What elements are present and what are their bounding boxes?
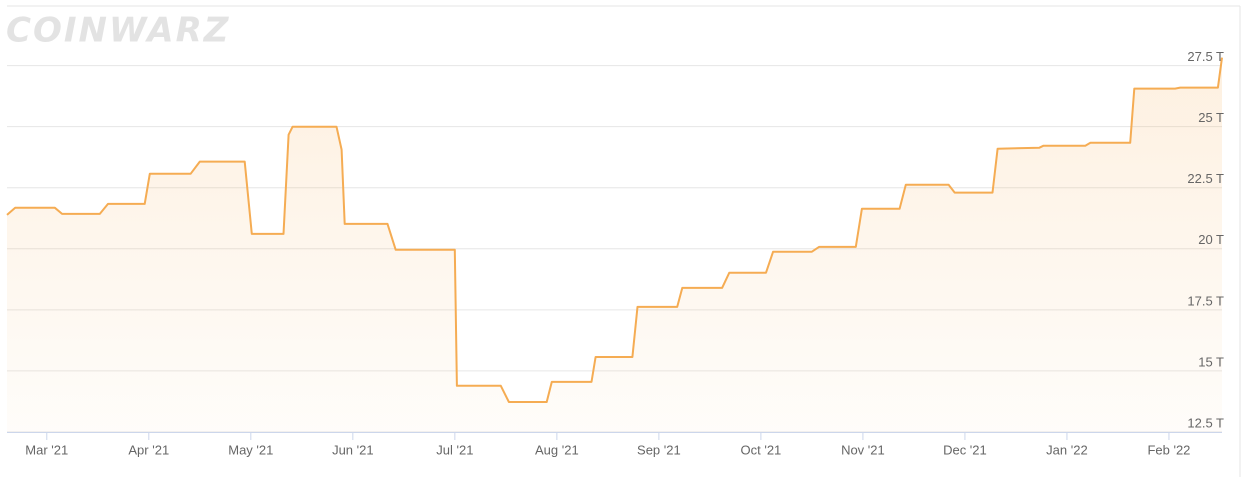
area (7, 57, 1222, 432)
x-tick-label: Dec '21 (943, 442, 987, 457)
x-tick-label: May '21 (228, 442, 273, 457)
x-tick-label: Jan '22 (1046, 442, 1088, 457)
line (6, 57, 1223, 403)
y-tick-label: 15 T (1198, 354, 1224, 369)
x-tick-label: Nov '21 (841, 442, 885, 457)
y-tick-label: 25 T (1198, 110, 1224, 125)
x-tick-label: Jul '21 (436, 442, 473, 457)
x-tick-label: Oct '21 (741, 442, 782, 457)
x-tick-label: Apr '21 (128, 442, 169, 457)
y-tick-label: 12.5 T (1187, 415, 1224, 430)
x-tick-label: Aug '21 (535, 442, 579, 457)
x-tick-label: Sep '21 (637, 442, 681, 457)
y-tick-label: 22.5 T (1187, 171, 1224, 186)
x-tick-label: Feb '22 (1147, 442, 1190, 457)
y-tick-label: 20 T (1198, 232, 1224, 247)
y-tick-label: 27.5 T (1187, 49, 1224, 64)
x-tick-label: Jun '21 (332, 442, 374, 457)
x-tick-label: Mar '21 (25, 442, 68, 457)
watermark: COINWARZ (6, 11, 230, 51)
y-tick-label: 17.5 T (1187, 293, 1224, 308)
